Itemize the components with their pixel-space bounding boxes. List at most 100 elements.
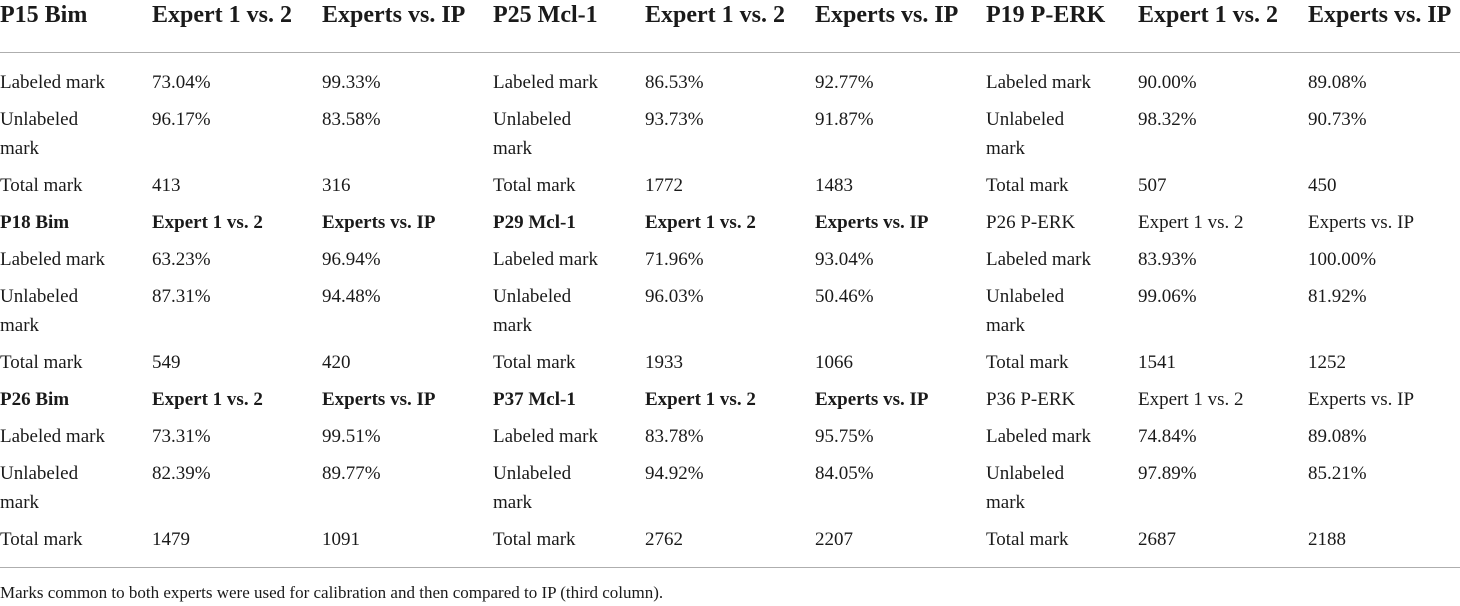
sub-header-cell: Experts vs. IP bbox=[815, 389, 929, 410]
header-cell: P19 P-ERK bbox=[986, 0, 1138, 53]
table-cell: 71.96% bbox=[645, 249, 704, 270]
table-cell: 63.23% bbox=[152, 249, 211, 270]
row-label: Labeled mark bbox=[493, 72, 598, 93]
table-cell: 50.46% bbox=[815, 286, 874, 307]
table-row: Unlabeled mark 82.39% 89.77% Unlabeled m… bbox=[0, 455, 1460, 521]
sub-header-cell: P26 Bim bbox=[0, 389, 70, 410]
sub-header-cell: Experts vs. IP bbox=[1308, 389, 1415, 410]
row-label: Total mark bbox=[493, 352, 576, 373]
table-cell: 98.32% bbox=[1138, 109, 1197, 130]
table-cell: 1483 bbox=[815, 175, 853, 196]
sub-header-cell: Expert 1 vs. 2 bbox=[645, 389, 756, 410]
header-cell: Expert 1 vs. 2 bbox=[1138, 0, 1308, 53]
table-cell: 73.04% bbox=[152, 72, 211, 93]
table-row: Labeled mark 63.23% 96.94% Labeled mark … bbox=[0, 241, 1460, 278]
row-label: Labeled mark bbox=[493, 426, 598, 447]
table-cell: 1479 bbox=[152, 521, 322, 568]
sub-header-cell: P36 P-ERK bbox=[986, 389, 1076, 410]
table-footnote: Marks common to both experts were used f… bbox=[0, 583, 664, 602]
table-cell: 90.00% bbox=[1138, 72, 1197, 93]
table-cell: 450 bbox=[1308, 175, 1337, 196]
table-cell: 420 bbox=[322, 352, 351, 373]
table-cell: 1252 bbox=[1308, 352, 1346, 373]
row-label: Total mark bbox=[986, 175, 1069, 196]
header-cell: Expert 1 vs. 2 bbox=[152, 0, 322, 53]
table-cell: 99.51% bbox=[322, 426, 381, 447]
table-cell: 1541 bbox=[1138, 352, 1176, 373]
table-cell: 83.58% bbox=[322, 109, 381, 130]
table-row: Unlabeled mark 87.31% 94.48% Unlabeled m… bbox=[0, 278, 1460, 344]
table-cell: 86.53% bbox=[645, 72, 704, 93]
row-label: Total mark bbox=[0, 175, 83, 196]
header-cell: Experts vs. IP bbox=[322, 0, 493, 53]
sub-header-cell: P26 P-ERK bbox=[986, 212, 1076, 233]
table-cell: 83.78% bbox=[645, 426, 704, 447]
table-cell: 89.77% bbox=[322, 463, 381, 484]
row-label: Labeled mark bbox=[0, 426, 105, 447]
table-cell: 85.21% bbox=[1308, 463, 1367, 484]
spacer-row bbox=[0, 53, 1460, 65]
sub-header-cell: Experts vs. IP bbox=[815, 212, 929, 233]
row-label: Total mark bbox=[986, 521, 1138, 568]
table-cell: 1091 bbox=[322, 521, 493, 568]
table-row: Total mark 1479 1091 Total mark 2762 220… bbox=[0, 521, 1460, 568]
comparison-table: P15 Bim Expert 1 vs. 2 Experts vs. IP P2… bbox=[0, 0, 1460, 568]
table-cell: 96.94% bbox=[322, 249, 381, 270]
row-label: Unlabeled mark bbox=[493, 109, 572, 159]
sub-header-row: P18 Bim Expert 1 vs. 2 Experts vs. IP P2… bbox=[0, 204, 1460, 241]
table-cell: 95.75% bbox=[815, 426, 874, 447]
row-label: Labeled mark bbox=[0, 72, 105, 93]
table-cell: 2207 bbox=[815, 521, 986, 568]
sub-header-cell: P29 Mcl-1 bbox=[493, 212, 576, 233]
table-cell: 2188 bbox=[1308, 521, 1460, 568]
table-cell: 1772 bbox=[645, 175, 683, 196]
header-cell: Expert 1 vs. 2 bbox=[645, 0, 815, 53]
table-header-row: P15 Bim Expert 1 vs. 2 Experts vs. IP P2… bbox=[0, 0, 1460, 53]
table-cell: 94.48% bbox=[322, 286, 381, 307]
row-label: Unlabeled mark bbox=[986, 109, 1065, 159]
table-cell: 549 bbox=[152, 352, 181, 373]
row-label: Labeled mark bbox=[0, 249, 105, 270]
table-cell: 99.33% bbox=[322, 72, 381, 93]
row-label: Labeled mark bbox=[986, 249, 1091, 270]
table-cell: 89.08% bbox=[1308, 72, 1367, 93]
table-cell: 73.31% bbox=[152, 426, 211, 447]
row-label: Total mark bbox=[986, 352, 1069, 373]
sub-header-cell: Expert 1 vs. 2 bbox=[152, 212, 263, 233]
table-cell: 82.39% bbox=[152, 463, 211, 484]
header-cell: P15 Bim bbox=[0, 0, 152, 53]
table-cell: 96.17% bbox=[152, 109, 211, 130]
row-label: Total mark bbox=[0, 352, 83, 373]
table-cell: 84.05% bbox=[815, 463, 874, 484]
table-cell: 81.92% bbox=[1308, 286, 1367, 307]
table-cell: 93.04% bbox=[815, 249, 874, 270]
row-label: Total mark bbox=[0, 521, 152, 568]
header-cell: Experts vs. IP bbox=[1308, 0, 1460, 53]
row-label: Total mark bbox=[493, 521, 645, 568]
row-label: Unlabeled mark bbox=[0, 286, 79, 336]
sub-header-cell: Experts vs. IP bbox=[322, 389, 436, 410]
row-label: Labeled mark bbox=[493, 249, 598, 270]
sub-header-cell: Expert 1 vs. 2 bbox=[1138, 212, 1244, 233]
table-row: Labeled mark 73.31% 99.51% Labeled mark … bbox=[0, 418, 1460, 455]
table-cell: 2687 bbox=[1138, 521, 1308, 568]
row-label: Unlabeled mark bbox=[493, 463, 572, 513]
table-cell: 93.73% bbox=[645, 109, 704, 130]
row-label: Labeled mark bbox=[986, 72, 1091, 93]
row-label: Unlabeled mark bbox=[986, 286, 1065, 336]
table-cell: 99.06% bbox=[1138, 286, 1197, 307]
table-cell: 96.03% bbox=[645, 286, 704, 307]
table-cell: 94.92% bbox=[645, 463, 704, 484]
row-label: Total mark bbox=[493, 175, 576, 196]
table-cell: 413 bbox=[152, 175, 181, 196]
table-cell: 2762 bbox=[645, 521, 815, 568]
header-cell: P25 Mcl-1 bbox=[493, 0, 645, 53]
table-cell: 83.93% bbox=[1138, 249, 1197, 270]
table-cell: 92.77% bbox=[815, 72, 874, 93]
sub-header-cell: Experts vs. IP bbox=[322, 212, 436, 233]
table-cell: 507 bbox=[1138, 175, 1167, 196]
table-row: Total mark 549 420 Total mark 1933 1066 … bbox=[0, 344, 1460, 381]
row-label: Unlabeled mark bbox=[986, 463, 1065, 513]
sub-header-cell: Expert 1 vs. 2 bbox=[645, 212, 756, 233]
